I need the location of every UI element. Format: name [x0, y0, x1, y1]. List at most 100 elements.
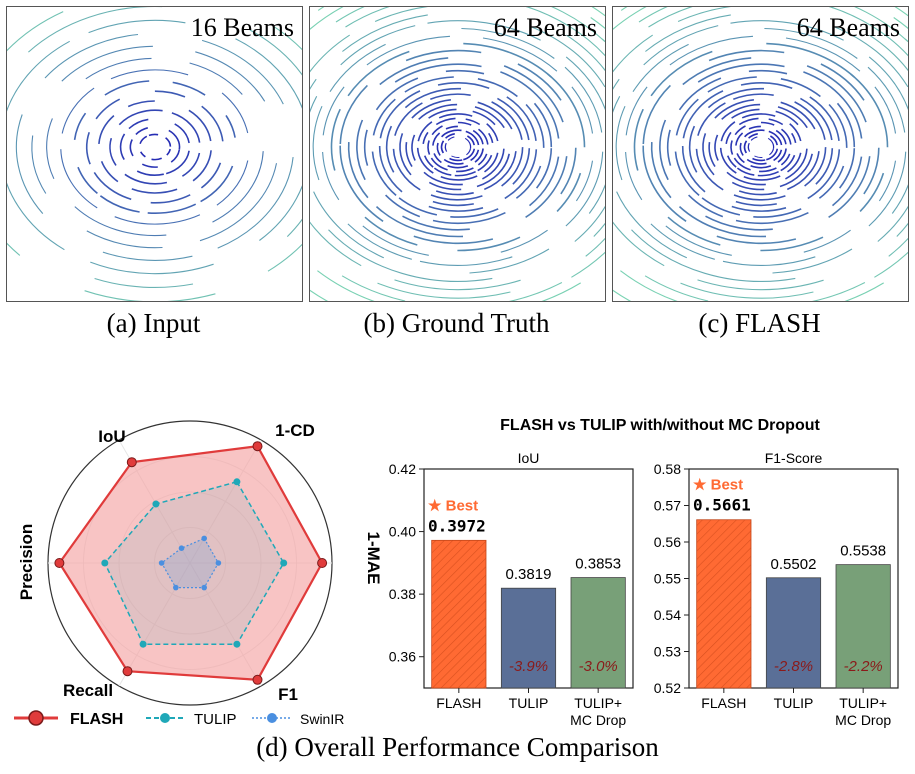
- subplot-title: F1-Score: [765, 450, 823, 466]
- scan-ring: [752, 157, 766, 162]
- scan-ring: [780, 154, 796, 172]
- radar-point: [280, 559, 288, 567]
- scan-ring: [697, 102, 726, 136]
- scan-ring: [328, 229, 493, 282]
- scan-ring: [535, 148, 553, 189]
- scan-ring: [272, 25, 302, 51]
- bar-value-label: 0.5502: [771, 556, 817, 573]
- scan-ring: [435, 190, 474, 196]
- scan-ring: [564, 66, 603, 133]
- scan-ring: [433, 153, 442, 164]
- scan-ring: [571, 86, 594, 134]
- scan-ring: [877, 205, 908, 242]
- scan-ring: [464, 137, 472, 149]
- scan-ring: [445, 133, 455, 139]
- legend-flash-marker: [28, 710, 44, 726]
- scan-ring: [456, 167, 474, 173]
- scan-ring: [371, 151, 397, 197]
- scan-ring: [200, 162, 222, 189]
- scan-ring: [433, 167, 452, 176]
- scan-ring: [447, 164, 469, 169]
- scan-ring: [508, 282, 563, 301]
- scan-ring: [151, 157, 162, 161]
- radar-point: [122, 666, 133, 677]
- scan-ring: [85, 57, 152, 80]
- y-tick-label: 0.56: [654, 534, 681, 550]
- scan-ring: [615, 105, 626, 181]
- bar-value-label: 0.5661: [693, 496, 751, 515]
- scan-ring: [780, 101, 816, 130]
- x-tick-label: TULIP: [774, 695, 814, 711]
- scan-ring: [896, 222, 908, 237]
- scan-ring: [166, 148, 171, 156]
- scan-ring: [504, 149, 538, 200]
- scan-ring: [836, 102, 856, 148]
- scan-ring: [419, 256, 513, 266]
- scan-center: [446, 137, 470, 157]
- scan-ring: [760, 121, 775, 126]
- scan-ring: [726, 155, 737, 168]
- scan-ring: [7, 40, 70, 112]
- scan-ring: [188, 109, 212, 142]
- radar-axis-label: 1-CD: [275, 421, 315, 440]
- scan-ring: [286, 218, 302, 237]
- radar-point: [201, 535, 207, 542]
- scan-ring: [735, 211, 809, 225]
- scan-ring: [500, 71, 560, 139]
- scan-ring: [746, 158, 767, 165]
- radar-point: [126, 457, 137, 468]
- scan-ring: [347, 50, 410, 97]
- scan-ring: [267, 243, 302, 272]
- scan-ring: [374, 7, 429, 23]
- radar-point: [178, 545, 185, 551]
- scan-ring: [768, 148, 775, 156]
- bar-suptitle: FLASH vs TULIP with/without MC Dropout: [500, 417, 820, 434]
- scan-ring: [394, 279, 521, 291]
- scan-center: [749, 137, 773, 157]
- scan-ring: [472, 129, 484, 145]
- scan-ring: [731, 108, 760, 119]
- scan-ring: [95, 98, 121, 120]
- scan-ring: [878, 160, 897, 202]
- scan-ring: [488, 132, 494, 144]
- scan-ring: [541, 282, 581, 301]
- radar-point: [317, 558, 328, 568]
- scan-ring: [375, 77, 419, 111]
- scan-ring: [791, 132, 797, 144]
- scan-ring: [118, 109, 163, 126]
- scan-ring: [754, 154, 763, 158]
- y-tick-label: 0.57: [654, 498, 681, 514]
- scan-ring: [127, 100, 155, 108]
- scan-ring: [131, 188, 178, 194]
- scan-ring: [465, 118, 481, 126]
- radar-point: [101, 559, 109, 567]
- scan-ring: [7, 182, 65, 251]
- radar-point: [252, 674, 263, 685]
- scan-ring: [431, 125, 443, 136]
- scan-ring: [620, 270, 678, 301]
- scan-ring: [124, 173, 168, 185]
- scan-ring: [98, 114, 115, 144]
- scan-ring: [565, 56, 605, 111]
- lidar-panel-flash: 64 Beams: [612, 6, 909, 302]
- panel-caption-ground-truth: (b) Ground Truth: [363, 308, 550, 338]
- scan-ring: [893, 17, 908, 30]
- scan-ring: [512, 148, 531, 185]
- scan-ring: [477, 78, 518, 98]
- scan-ring: [201, 39, 284, 105]
- scan-ring: [669, 35, 754, 66]
- subplot-title: IoU: [518, 450, 540, 466]
- scan-ring: [313, 191, 385, 259]
- scan-ring: [787, 152, 802, 173]
- scan-ring: [748, 125, 761, 130]
- scan-ring: [556, 172, 582, 212]
- scan-ring: [170, 149, 181, 163]
- scan-ring: [777, 106, 808, 129]
- y-tick-label: 0.55: [654, 571, 681, 587]
- bar-tulip-mc: [835, 564, 891, 689]
- scan-ring: [585, 237, 605, 257]
- scan-ring: [780, 128, 792, 145]
- scan-ring: [725, 131, 732, 145]
- scan-ring: [678, 77, 722, 111]
- scan-ring: [411, 134, 416, 161]
